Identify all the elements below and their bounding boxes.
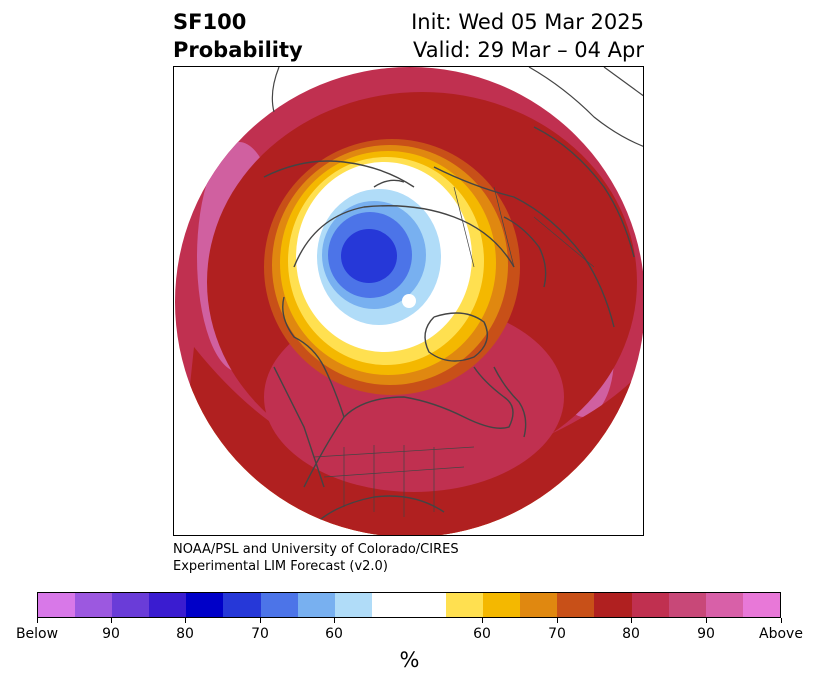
colorbar-segment [594,593,632,617]
colorbar-segment [408,593,447,617]
title-line-1: SF100 [173,10,247,34]
colorbar-tick [185,618,186,623]
map-panel [173,66,644,536]
colorbar-tick [37,618,38,623]
colorbar-tick [482,618,483,623]
colorbar-segment [742,593,780,617]
colorbar-tick [334,618,335,623]
valid-date: Valid: 29 Mar – 04 Apr [413,38,644,62]
band-lower-red [175,347,643,535]
colorbar-segment [260,593,298,617]
colorbar-segment [371,593,409,617]
colorbar-tick-label: 90 [697,626,715,642]
colorbar-segment [631,593,669,617]
credit-text: NOAA/PSL and University of Colorado/CIRE… [173,541,459,575]
colorbar-segment [149,593,187,617]
colorbar-segment [557,593,595,617]
colorbar-tick [260,618,261,623]
colorbar-tick-label: 80 [622,626,640,642]
colorbar-tick-label: 60 [325,626,343,642]
colorbar-tick-label: 70 [548,626,566,642]
colorbar-segment [112,593,150,617]
colorbar-tick-label: Above [759,626,803,642]
probability-map [175,67,643,535]
credit-line-2: Experimental LIM Forecast (v2.0) [173,559,388,574]
band-blue-dark [341,229,397,283]
title-line-2: Probability [173,38,303,62]
white-spot [402,294,416,308]
colorbar-tick [706,618,707,623]
colorbar-segment [186,593,224,617]
colorbar-tick-label: 70 [251,626,269,642]
colorbar-tick [557,618,558,623]
colorbar [37,592,781,618]
colorbar-segment [446,593,484,617]
colorbar-segment [75,593,113,617]
init-date: Init: Wed 05 Mar 2025 [411,10,644,34]
political-borders [313,186,595,517]
colorbar-segment [668,593,706,617]
colorbar-segment [520,593,558,617]
colorbar-tick [781,618,782,623]
colorbar-segment [38,593,76,617]
colorbar-tick-label: 90 [102,626,120,642]
colorbar-tick [631,618,632,623]
colorbar-tick [111,618,112,623]
map-title: SF100 Probability [173,8,303,64]
colorbar-tick-label: 60 [473,626,491,642]
coastlines [263,126,635,535]
credit-line-1: NOAA/PSL and University of Colorado/CIRE… [173,542,459,557]
colorbar-tick-label: Below [15,626,59,642]
forecast-dates: Init: Wed 05 Mar 2025 Valid: 29 Mar – 04… [411,8,644,64]
colorbar-segment [297,593,335,617]
colorbar-segment [483,593,521,617]
outside-coastlines [271,67,643,147]
colorbar-segment [334,593,372,617]
colorbar-tick-labels: Below 90 80 70 60 60 70 80 90 Above [0,626,819,646]
colorbar-unit: % [399,648,420,672]
colorbar-tick-label: 80 [176,626,194,642]
colorbar-segment [705,593,743,617]
colorbar-segment [223,593,261,617]
